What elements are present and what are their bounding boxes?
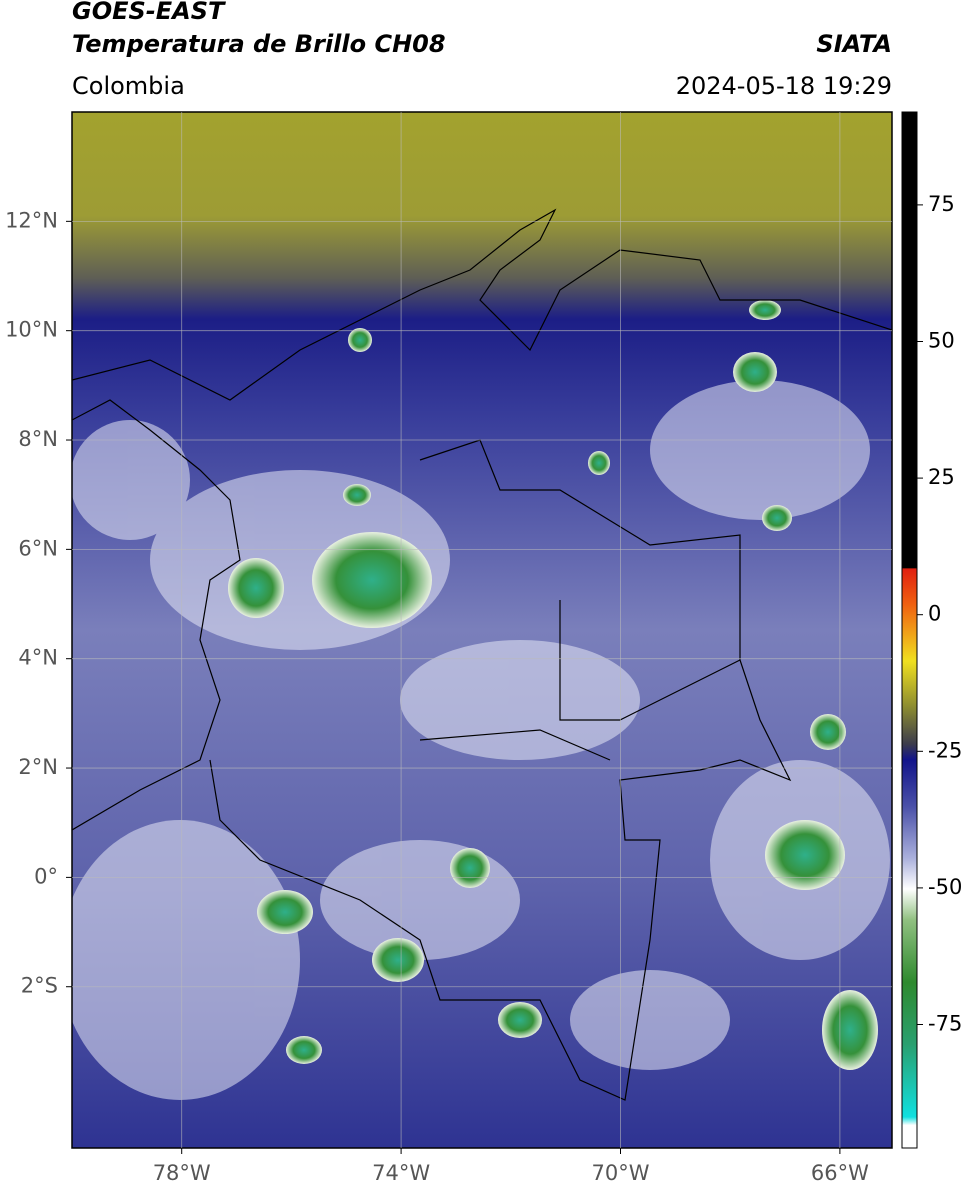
title: GOES-EAST: [72, 0, 226, 25]
lat-tick-label: 2°N: [18, 755, 58, 779]
region: Colombia: [72, 72, 185, 100]
colorbar-tick-label: 25: [928, 465, 955, 489]
lat-tick-label: 4°N: [18, 646, 58, 670]
lon-tick-label: 70°W: [591, 1161, 649, 1185]
lat-tick-label: 6°N: [18, 536, 58, 560]
satellite-image: [72, 112, 892, 1148]
subtitle: Temperatura de Brillo CH08: [72, 30, 446, 58]
lon-tick-label: 66°W: [811, 1161, 869, 1185]
colorbar-tick-label: -50: [928, 875, 962, 899]
lon-tick-label: 78°W: [153, 1161, 211, 1185]
datetime: 2024-05-18 19:29: [676, 72, 892, 100]
colorbar-tick-label: -25: [928, 738, 962, 762]
colorbar: [901, 111, 918, 1149]
lat-tick-label: 0°: [34, 864, 58, 888]
lon-tick-label: 74°W: [372, 1161, 430, 1185]
colorbar-tick-label: 50: [928, 328, 955, 352]
colorbar-tick-label: 0: [928, 602, 941, 626]
map-frame: [71, 111, 893, 1149]
lat-tick-label: 12°N: [5, 208, 58, 232]
lat-tick-label: 10°N: [5, 318, 58, 342]
source: SIATA: [816, 30, 892, 58]
colorbar-tick-label: 75: [928, 192, 955, 216]
colorbar-tick-label: -75: [928, 1012, 962, 1036]
lat-tick-label: 8°N: [18, 427, 58, 451]
lat-tick-label: 2°S: [21, 974, 58, 998]
